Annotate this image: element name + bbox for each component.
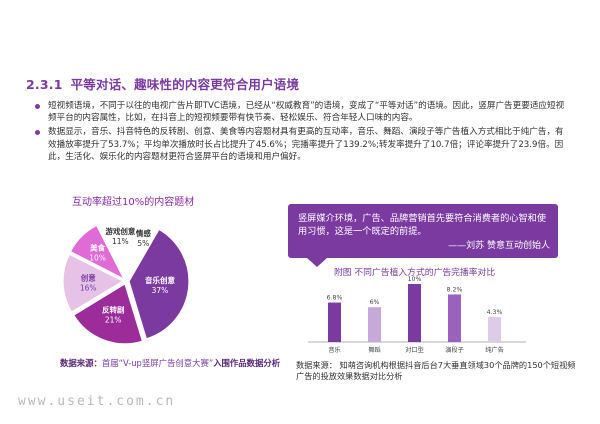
pie-slice — [69, 224, 126, 281]
bar-mark — [328, 302, 341, 342]
pie-slice-name: 游戏创意 — [105, 226, 135, 236]
bar-category-label: 舞蹈 — [368, 346, 380, 354]
bar-value-label: 4.3% — [487, 309, 503, 316]
bullet-dot-icon — [35, 104, 40, 109]
pie-slice-label: 37% — [152, 286, 169, 295]
pie-slice-label: 10% — [89, 254, 106, 263]
pie-slice-name: 反转剧 — [102, 305, 125, 315]
pie-slice-label: 16% — [80, 283, 97, 292]
bar-category-label: 演段子 — [445, 346, 464, 354]
bar-value-label: 10% — [408, 276, 422, 283]
bar-value-label: 6.8% — [327, 295, 343, 302]
section-title: 平等对话、趣味性的内容更符合用户语境 — [70, 77, 300, 92]
pie-slice — [126, 226, 156, 279]
bar-value-label: 6% — [370, 299, 380, 306]
bullet-text: 数据显示，音乐、抖音特色的反转剧、创意、美食等内容题材具有更高的互动率，音乐、舞… — [48, 127, 564, 162]
pie-slice-name: 创意 — [80, 272, 96, 282]
bullet-list: 短视频语境，不同于以往的电视广告片即TVC语境，已经从“权威教育”的语境，变成了… — [32, 100, 572, 165]
pie-source-tail: 入围作品数据分析 — [213, 358, 281, 368]
bar-mark — [368, 307, 381, 342]
pie-slice — [128, 228, 190, 340]
bar-category-label: 音乐 — [328, 346, 340, 354]
pie-source-contest: 首届“V-up竖屏广告创意大赛” — [101, 358, 214, 368]
watermark: www.useit.com.cn — [18, 394, 176, 409]
bar-category-label: 对口型 — [405, 346, 424, 354]
bar-mark — [408, 284, 421, 342]
pie-source-label: 数据来源： — [60, 358, 102, 368]
quote-tail — [307, 258, 327, 267]
quote-author: ——刘苏 赞意互动创始人 — [448, 241, 550, 251]
quote-text: 竖屏媒介环境，广告、品牌营销首先要符合消费者的心智和使用习惯，这是一个既定的前提… — [298, 213, 547, 237]
bullet-item: 短视频语境，不同于以往的电视广告片即TVC语境，已经从“权威教育”的语境，变成了… — [32, 100, 572, 124]
pie-chart-title: 互动率超过10%的内容题材 — [72, 197, 195, 208]
bullet-text: 短视频语境，不同于以往的电视广告片即TVC语境，已经从“权威教育”的语境，变成了… — [48, 101, 565, 124]
quote-box: 竖屏媒介环境，广告、品牌营销首先要符合消费者的心智和使用习惯，这是一个既定的前提… — [288, 204, 558, 258]
bar-chart: 6.8% 音乐 6% 舞蹈 10% 对口型 8.2% 演段子 4.3% 纯广告 — [308, 276, 526, 354]
pie-source: 数据来源：首届“V-up竖屏广告创意大赛”入围作品数据分析 — [60, 357, 280, 369]
pie-slice-name: 美食 — [90, 243, 105, 253]
bar-source: 数据来源： 知萌咨询机构根据抖音后台7大垂直领域30个品牌的150个短视频广告的… — [296, 360, 576, 381]
pie-slice — [100, 224, 138, 280]
bar-chart-title: 附图 不同广告植入方式的广告完播率对比 — [334, 268, 496, 278]
pie-slice — [62, 253, 125, 313]
section-number: 2.3.1 — [26, 77, 63, 92]
pie-slice-label: 11% — [112, 237, 129, 246]
pie-slice — [72, 282, 144, 345]
bar-mark — [488, 317, 501, 342]
section-heading: 2.3.1 平等对话、趣味性的内容更符合用户语境 — [26, 74, 299, 93]
bar-mark — [448, 294, 461, 342]
bar-value-label: 8.2% — [447, 286, 463, 293]
bar-category-label: 纯广告 — [485, 346, 504, 354]
pie-slice-name: 音乐创意 — [145, 275, 175, 285]
bullet-item: 数据显示，音乐、抖音特色的反转剧、创意、美食等内容题材具有更高的互动率，音乐、舞… — [32, 126, 572, 163]
bullet-dot-icon — [35, 130, 40, 136]
pie-slice-name: 情感 — [135, 228, 151, 238]
pie-slice-label: 21% — [105, 316, 122, 325]
pie-slice-label: 5% — [137, 239, 149, 248]
